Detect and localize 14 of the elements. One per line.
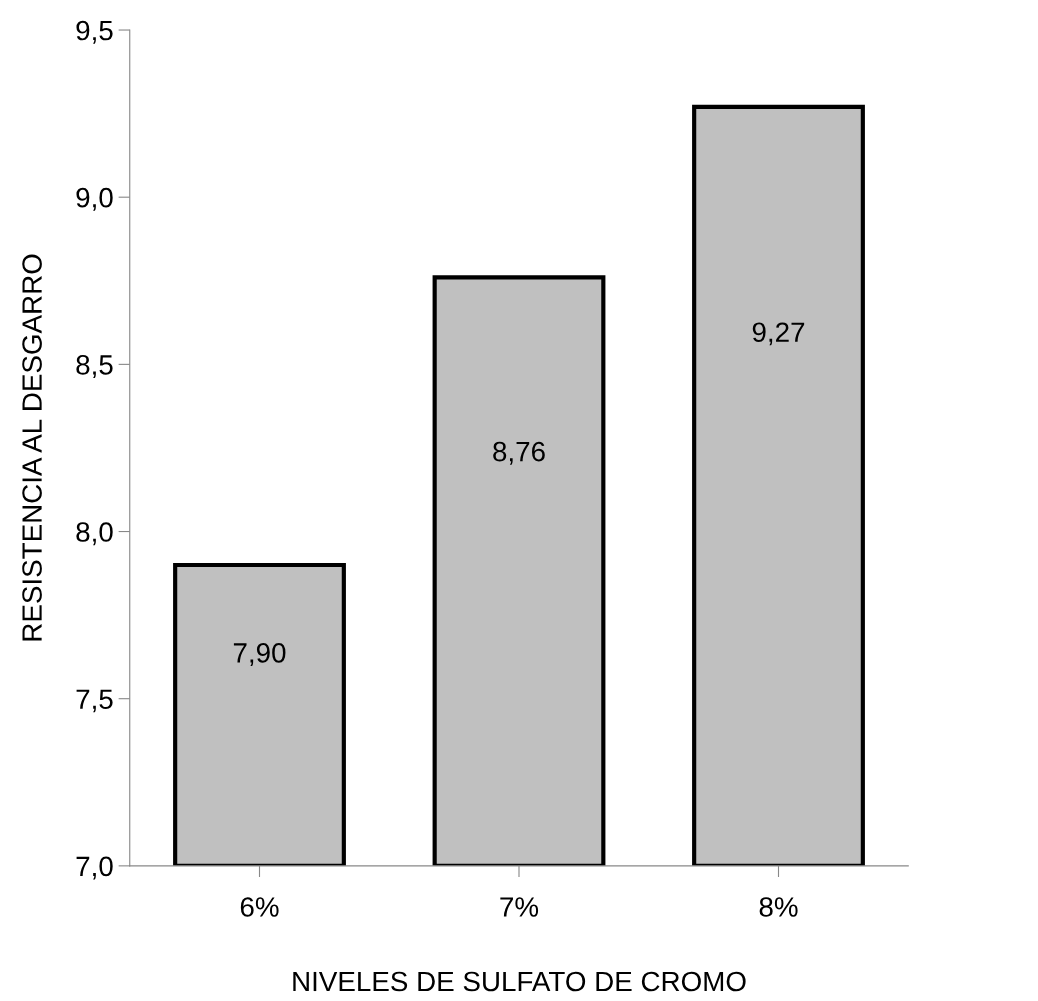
y-axis-title: RESISTENCIA AL DESGARRO (22, 254, 42, 641)
y-tick-label: 8,5 (76, 355, 113, 378)
data-label: 7,90 (233, 643, 286, 666)
x-tick-label: 8% (759, 897, 798, 917)
data-label: 9,27 (752, 322, 805, 346)
y-tick-label: 9,5 (76, 20, 113, 44)
x-tick-label: 6% (240, 897, 279, 917)
y-tick-label: 8,0 (76, 522, 113, 546)
y-tick-label: 7,5 (76, 689, 113, 713)
x-tick-label: 7% (500, 897, 539, 917)
y-tick-label: 9,0 (76, 187, 113, 211)
data-label: 8,76 (493, 441, 545, 465)
x-axis-title: NIVELES DE SULFATO DE CROMO (293, 971, 746, 992)
y-tick-label: 7,0 (76, 856, 113, 880)
